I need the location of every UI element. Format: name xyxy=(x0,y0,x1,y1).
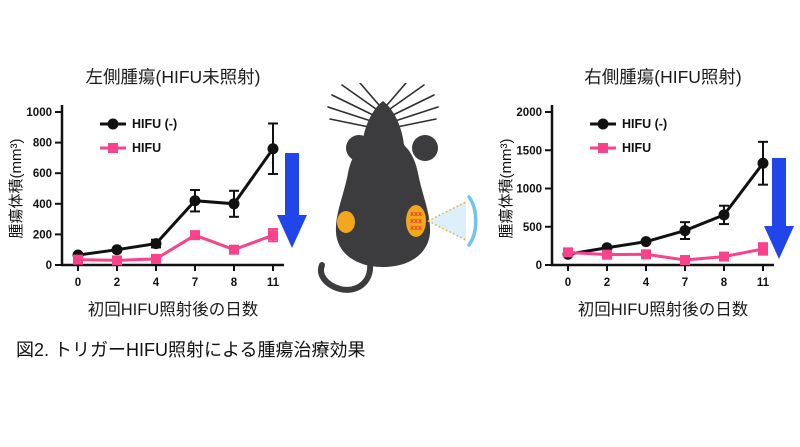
svg-text:xxx: xxx xyxy=(410,218,422,225)
right-chart-panel: 右側腫瘍(HIFU照射) 0 500 1000 1500 2000 0 2 4 7 8 11 腫瘍体積… xyxy=(497,62,798,320)
svg-text:1000: 1000 xyxy=(516,184,542,196)
svg-text:4: 4 xyxy=(153,277,160,289)
svg-text:1000: 1000 xyxy=(26,107,52,119)
svg-text:HIFU: HIFU xyxy=(622,141,651,155)
svg-text:11: 11 xyxy=(267,277,280,289)
svg-text:HIFU (-): HIFU (-) xyxy=(622,117,667,131)
ultrasound-beam-icon xyxy=(427,195,478,247)
svg-text:8: 8 xyxy=(721,277,728,289)
mouse-body xyxy=(335,135,431,267)
svg-text:200: 200 xyxy=(33,229,52,241)
mouse-tail xyxy=(318,260,374,293)
svg-text:xxx: xxx xyxy=(410,211,422,218)
svg-text:0: 0 xyxy=(46,260,52,272)
svg-text:600: 600 xyxy=(33,168,52,180)
svg-text:腫瘍体積(mm³): 腫瘍体積(mm³) xyxy=(498,139,515,239)
figure-caption: 図2. トリガーHIFU照射による腫瘍治療効果 xyxy=(16,340,366,360)
mouse-head xyxy=(362,101,404,145)
svg-text:xxx: xxx xyxy=(410,225,422,232)
left-chart: 0 200 400 600 800 1000 0 2 4 7 8 11 腫瘍体積(mm³) HIFU (-… xyxy=(7,105,284,289)
right-chart-xlabel: 初回HIFU照射後の日数 xyxy=(577,301,749,319)
left-chart-panel: 左側腫瘍(HIFU未照射) 0 200 400 600 800 1000 0 2 4 7 8 11 腫瘍… xyxy=(7,62,308,320)
svg-text:11: 11 xyxy=(757,277,770,289)
svg-text:2000: 2000 xyxy=(516,107,542,119)
svg-text:腫瘍体積(mm³): 腫瘍体積(mm³) xyxy=(8,139,25,239)
left-chart-xlabel: 初回HIFU照射後の日数 xyxy=(87,301,259,319)
right-chart: 0 500 1000 1500 2000 0 2 4 7 8 11 腫瘍体積(mm³) HIFU (-)… xyxy=(497,105,774,289)
svg-text:2: 2 xyxy=(604,277,610,289)
right-chart-title: 右側腫瘍(HIFU照射) xyxy=(584,67,742,87)
svg-text:HIFU (-): HIFU (-) xyxy=(132,117,177,131)
svg-text:2: 2 xyxy=(114,277,120,289)
down-arrow-icon xyxy=(764,158,794,259)
svg-text:7: 7 xyxy=(682,277,688,289)
svg-text:HIFU: HIFU xyxy=(132,141,161,155)
mouse-ear xyxy=(412,135,438,161)
svg-text:7: 7 xyxy=(192,277,198,289)
svg-text:800: 800 xyxy=(33,138,52,150)
svg-text:0: 0 xyxy=(75,277,81,289)
svg-text:400: 400 xyxy=(33,199,52,211)
right-tumor-treated xyxy=(406,205,426,237)
svg-text:1500: 1500 xyxy=(516,145,542,157)
svg-text:500: 500 xyxy=(523,222,542,234)
left-chart-title: 左側腫瘍(HIFU未照射) xyxy=(85,67,261,87)
svg-text:0: 0 xyxy=(536,260,542,272)
svg-text:8: 8 xyxy=(231,277,238,289)
svg-text:4: 4 xyxy=(643,277,650,289)
svg-text:0: 0 xyxy=(565,277,571,289)
whiskers-icon xyxy=(327,83,439,128)
down-arrow-icon xyxy=(277,153,307,248)
left-tumor xyxy=(337,211,355,233)
